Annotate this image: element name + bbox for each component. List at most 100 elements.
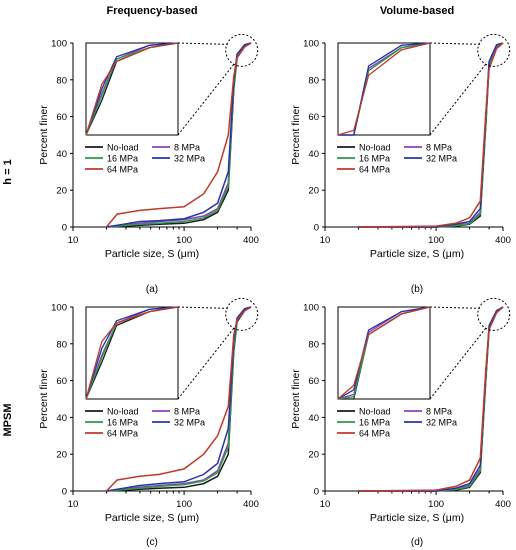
series-line-32-mpa — [358, 306, 504, 492]
y-tick-label: 100 — [51, 39, 67, 50]
y-tick-label: 100 — [51, 303, 67, 314]
panel-d: 0 20 40 60 80 100 10 100 400 Particle size, S (μm… — [290, 297, 511, 548]
zoom-connector — [177, 328, 235, 400]
series-line-no-load — [106, 306, 252, 492]
y-tick-label: 100 — [303, 303, 319, 314]
y-axis-label: Percent finer — [38, 105, 50, 165]
legend-item: 32 MPa — [404, 418, 457, 428]
legend: No-load 8 MPa 16 MPa 32 MPa 64 MPa — [337, 143, 457, 175]
legend-item: 8 MPa — [404, 143, 452, 153]
x-axis-label: Particle size, S (μm) — [105, 512, 199, 524]
x-tick-label: 400 — [495, 235, 511, 246]
legend-item: No-load — [337, 143, 391, 153]
legend-item: 16 MPa — [85, 418, 138, 428]
legend-item: 64 MPa — [85, 429, 138, 439]
legend-item: 32 MPa — [152, 154, 205, 164]
legend-item: 8 MPa — [152, 143, 200, 153]
zoom-connector — [429, 42, 480, 45]
legend-label: No-load — [359, 407, 391, 417]
series-line-64-mpa — [105, 42, 252, 228]
legend-label: 32 MPa — [426, 154, 457, 164]
zoom-connector — [177, 64, 235, 136]
legend-item: 16 MPa — [85, 154, 138, 164]
panel-b: 0 20 40 60 80 100 10 100 400 Particle size, S (μm… — [290, 33, 511, 295]
y-tick-label: 40 — [308, 149, 319, 160]
x-axis-label: Particle size, S (μm) — [370, 248, 464, 260]
x-tick-label: 10 — [320, 235, 331, 246]
legend-label: 32 MPa — [426, 418, 457, 428]
y-tick-label: 20 — [308, 450, 319, 461]
legend-item: 64 MPa — [337, 429, 390, 439]
y-axis-label: Percent finer — [290, 369, 302, 429]
legend-item: 16 MPa — [337, 418, 390, 428]
inset-series-line-32-mpa — [85, 42, 179, 136]
legend-label: 16 MPa — [107, 418, 138, 428]
y-tick-label: 80 — [308, 339, 319, 350]
legend-label: 8 MPa — [174, 143, 200, 153]
inset-series-line-64-mpa — [85, 306, 179, 400]
inset-series-line-32-mpa — [85, 306, 179, 400]
inset-series-line-64-mpa — [337, 42, 431, 136]
legend-item: 64 MPa — [337, 165, 390, 175]
y-tick-label: 60 — [308, 376, 319, 387]
inset-zoom — [85, 42, 179, 136]
legend: No-load 8 MPa 16 MPa 32 MPa 64 MPa — [337, 407, 457, 439]
legend-label: 8 MPa — [174, 407, 200, 417]
x-axis-label: Particle size, S (μm) — [370, 512, 464, 524]
zoom-connector — [429, 306, 480, 309]
legend-label: 16 MPa — [107, 154, 138, 164]
legend-item: 8 MPa — [152, 407, 200, 417]
y-tick-label: 40 — [308, 413, 319, 424]
y-tick-label: 60 — [308, 112, 319, 123]
y-axis-label: Percent finer — [38, 369, 50, 429]
zoom-connector — [177, 306, 228, 309]
y-tick-label: 60 — [56, 112, 67, 123]
legend-label: No-load — [107, 143, 139, 153]
series-line-32-mpa — [106, 306, 252, 492]
y-tick-label: 20 — [56, 450, 67, 461]
panel-c: 0 20 40 60 80 100 10 100 400 Particle size, S (μm… — [38, 297, 259, 548]
y-tick-label: 40 — [56, 149, 67, 160]
inset-zoom — [337, 306, 431, 400]
x-tick-label: 10 — [68, 235, 79, 246]
x-tick-label: 10 — [68, 499, 79, 510]
x-tick-label: 10 — [320, 499, 331, 510]
y-tick-label: 80 — [56, 339, 67, 350]
y-tick-label: 40 — [56, 413, 67, 424]
x-tick-label: 400 — [243, 235, 259, 246]
series-line-32-mpa — [358, 42, 504, 228]
y-tick-label: 60 — [56, 376, 67, 387]
inset-zoom — [337, 42, 431, 136]
y-tick-label: 80 — [308, 75, 319, 86]
y-tick-label: 100 — [303, 39, 319, 50]
y-tick-label: 0 — [62, 487, 67, 498]
x-tick-label: 400 — [243, 499, 259, 510]
legend-label: 32 MPa — [174, 418, 205, 428]
legend-label: No-load — [359, 143, 391, 153]
panel-label: (d) — [411, 537, 423, 548]
y-tick-label: 0 — [62, 223, 67, 234]
y-tick-label: 0 — [314, 487, 319, 498]
row-title-h1: h = 1 — [2, 159, 14, 184]
series-line-64-mpa — [358, 42, 504, 228]
legend-item: 32 MPa — [404, 154, 457, 164]
x-tick-label: 400 — [495, 499, 511, 510]
panel-label: (c) — [146, 537, 158, 548]
panel-label: (a) — [146, 284, 158, 295]
legend: No-load 8 MPa 16 MPa 32 MPa 64 MPa — [85, 143, 205, 175]
zoom-connector — [429, 328, 487, 400]
x-tick-label: 100 — [176, 235, 192, 246]
inset-frame — [85, 306, 179, 400]
x-tick-label: 100 — [428, 499, 444, 510]
y-tick-label: 20 — [308, 186, 319, 197]
legend-item: No-load — [85, 407, 139, 417]
y-axis-label: Percent finer — [290, 105, 302, 165]
x-tick-label: 100 — [428, 235, 444, 246]
legend-item: No-load — [337, 407, 391, 417]
inset-series-line-64-mpa — [85, 42, 179, 136]
inset-zoom — [85, 306, 179, 400]
zoom-circle — [225, 33, 259, 67]
legend-label: 16 MPa — [359, 154, 390, 164]
series-line-32-mpa — [106, 42, 252, 228]
